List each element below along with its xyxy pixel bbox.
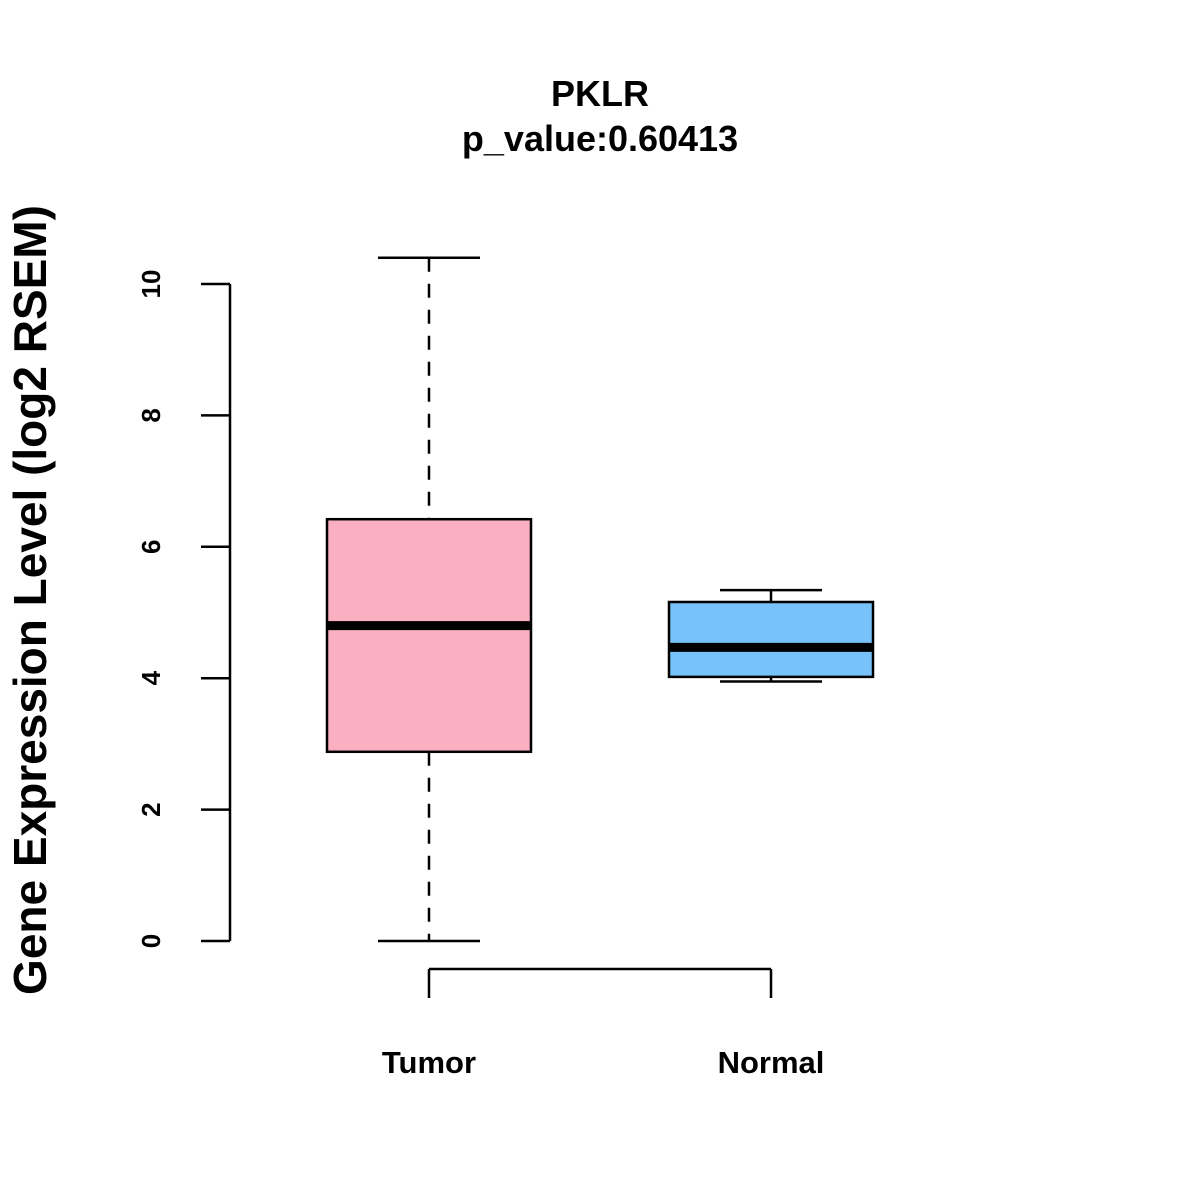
box-iqr bbox=[325, 517, 533, 754]
box-tumor bbox=[325, 256, 533, 943]
y-tick-label: 2 bbox=[136, 802, 166, 816]
x-axis: Tumor Normal bbox=[382, 967, 825, 1080]
y-axis: 0 2 4 6 8 10 bbox=[136, 270, 232, 948]
x-category-label: Normal bbox=[718, 1045, 825, 1080]
y-axis-label: Gene Expression Level (log2 RSEM) bbox=[4, 205, 56, 995]
x-category-label: Tumor bbox=[382, 1045, 476, 1080]
y-tick-label: 6 bbox=[136, 540, 166, 554]
chart-title: PKLR bbox=[551, 73, 649, 114]
box-iqr bbox=[667, 600, 875, 679]
boxes bbox=[325, 256, 875, 943]
box-normal bbox=[667, 588, 875, 683]
y-tick-label: 0 bbox=[136, 934, 166, 948]
y-tick-label: 10 bbox=[136, 270, 166, 299]
y-tick-label: 8 bbox=[136, 408, 166, 422]
chart-subtitle: p_value:0.60413 bbox=[462, 118, 738, 159]
y-tick-label: 4 bbox=[136, 670, 166, 685]
